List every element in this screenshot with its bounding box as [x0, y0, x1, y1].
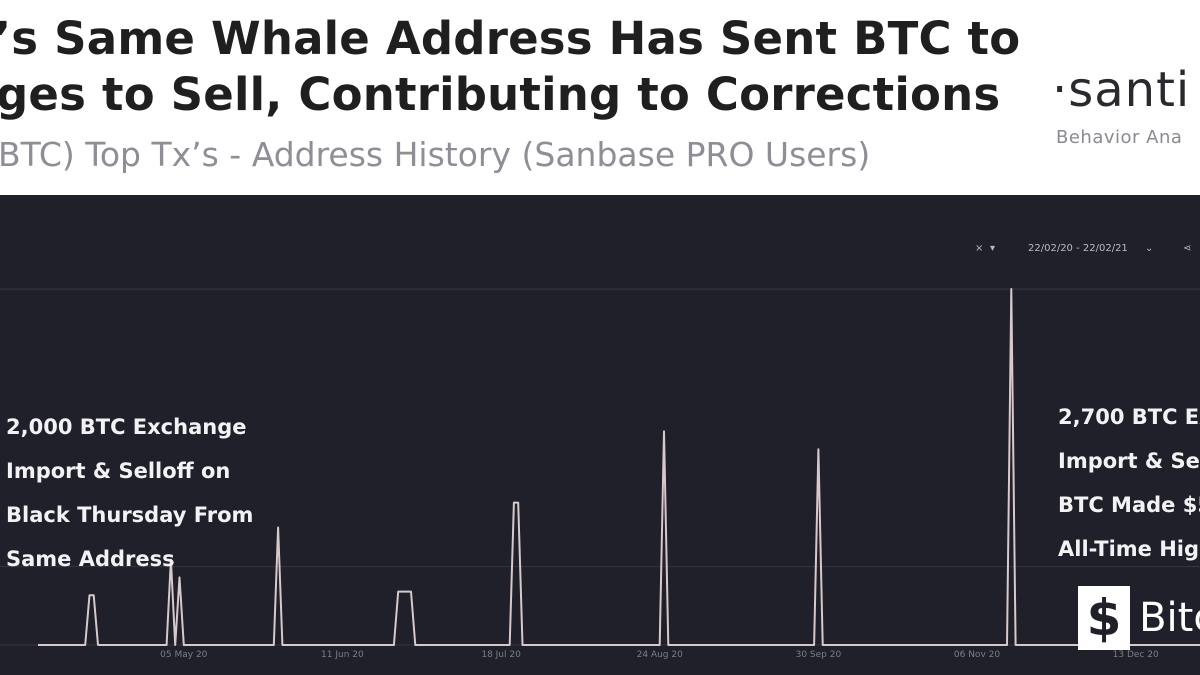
x-tick-label: 24 Aug 20	[637, 650, 683, 660]
header: ’s Same Whale Address Has Sent BTC to ge…	[0, 0, 1200, 195]
santiment-tagline: Behavior Ana	[1056, 127, 1183, 148]
x-tick-label: 06 Nov 20	[954, 650, 1000, 660]
annotation-left-line: Import & Selloff on	[6, 459, 231, 483]
x-tick-label: 18 Jul 20	[481, 650, 521, 660]
annotation-right-line: 2,700 BTC Ex	[1058, 405, 1200, 429]
close-icon[interactable]: ×	[975, 243, 984, 254]
chevron-down-icon[interactable]: ▾	[990, 243, 996, 254]
watermark-text: Bitc	[1139, 595, 1200, 641]
annotation-right-line: Import & Sell	[1058, 449, 1200, 473]
annotation-right: 2,700 BTC Ex Import & Sell BTC Made $5 A…	[1058, 395, 1200, 571]
x-tick-label: 13 Dec 20	[1113, 650, 1159, 660]
annotation-right-line: BTC Made $5	[1058, 493, 1200, 517]
x-tick-label: 30 Sep 20	[796, 650, 842, 660]
date-range-picker[interactable]: 22/02/20 - 22/02/21	[1028, 243, 1128, 254]
date-range-chevron-icon[interactable]: ⌄	[1145, 243, 1154, 254]
santiment-logo: ·santi	[1052, 62, 1191, 118]
annotation-left-line: 2,000 BTC Exchange	[6, 415, 247, 439]
title-line-1: ’s Same Whale Address Has Sent BTC to	[0, 12, 1021, 65]
annotation-left: 2,000 BTC Exchange Import & Selloff on B…	[6, 405, 253, 581]
x-tick-label: 05 May 20	[160, 650, 208, 660]
bitcoin-logo-icon: $	[1078, 586, 1130, 650]
annotation-right-line: All-Time Hig	[1058, 537, 1200, 561]
series-line	[38, 288, 1200, 646]
chart-subtitle: BTC) Top Tx’s - Address History (Sanbase…	[0, 135, 871, 174]
annotation-left-line: Black Thursday From	[6, 503, 254, 527]
annotation-left-line: Same Address	[6, 547, 175, 571]
x-tick-label: 11 Jun 20	[321, 650, 364, 660]
title-line-2: ges to Sell, Contributing to Corrections	[0, 68, 1001, 121]
bitcoinist-watermark: $ Bitc	[1078, 586, 1200, 650]
chart-panel	[0, 195, 1200, 675]
share-icon[interactable]: ⋖	[1183, 243, 1192, 254]
